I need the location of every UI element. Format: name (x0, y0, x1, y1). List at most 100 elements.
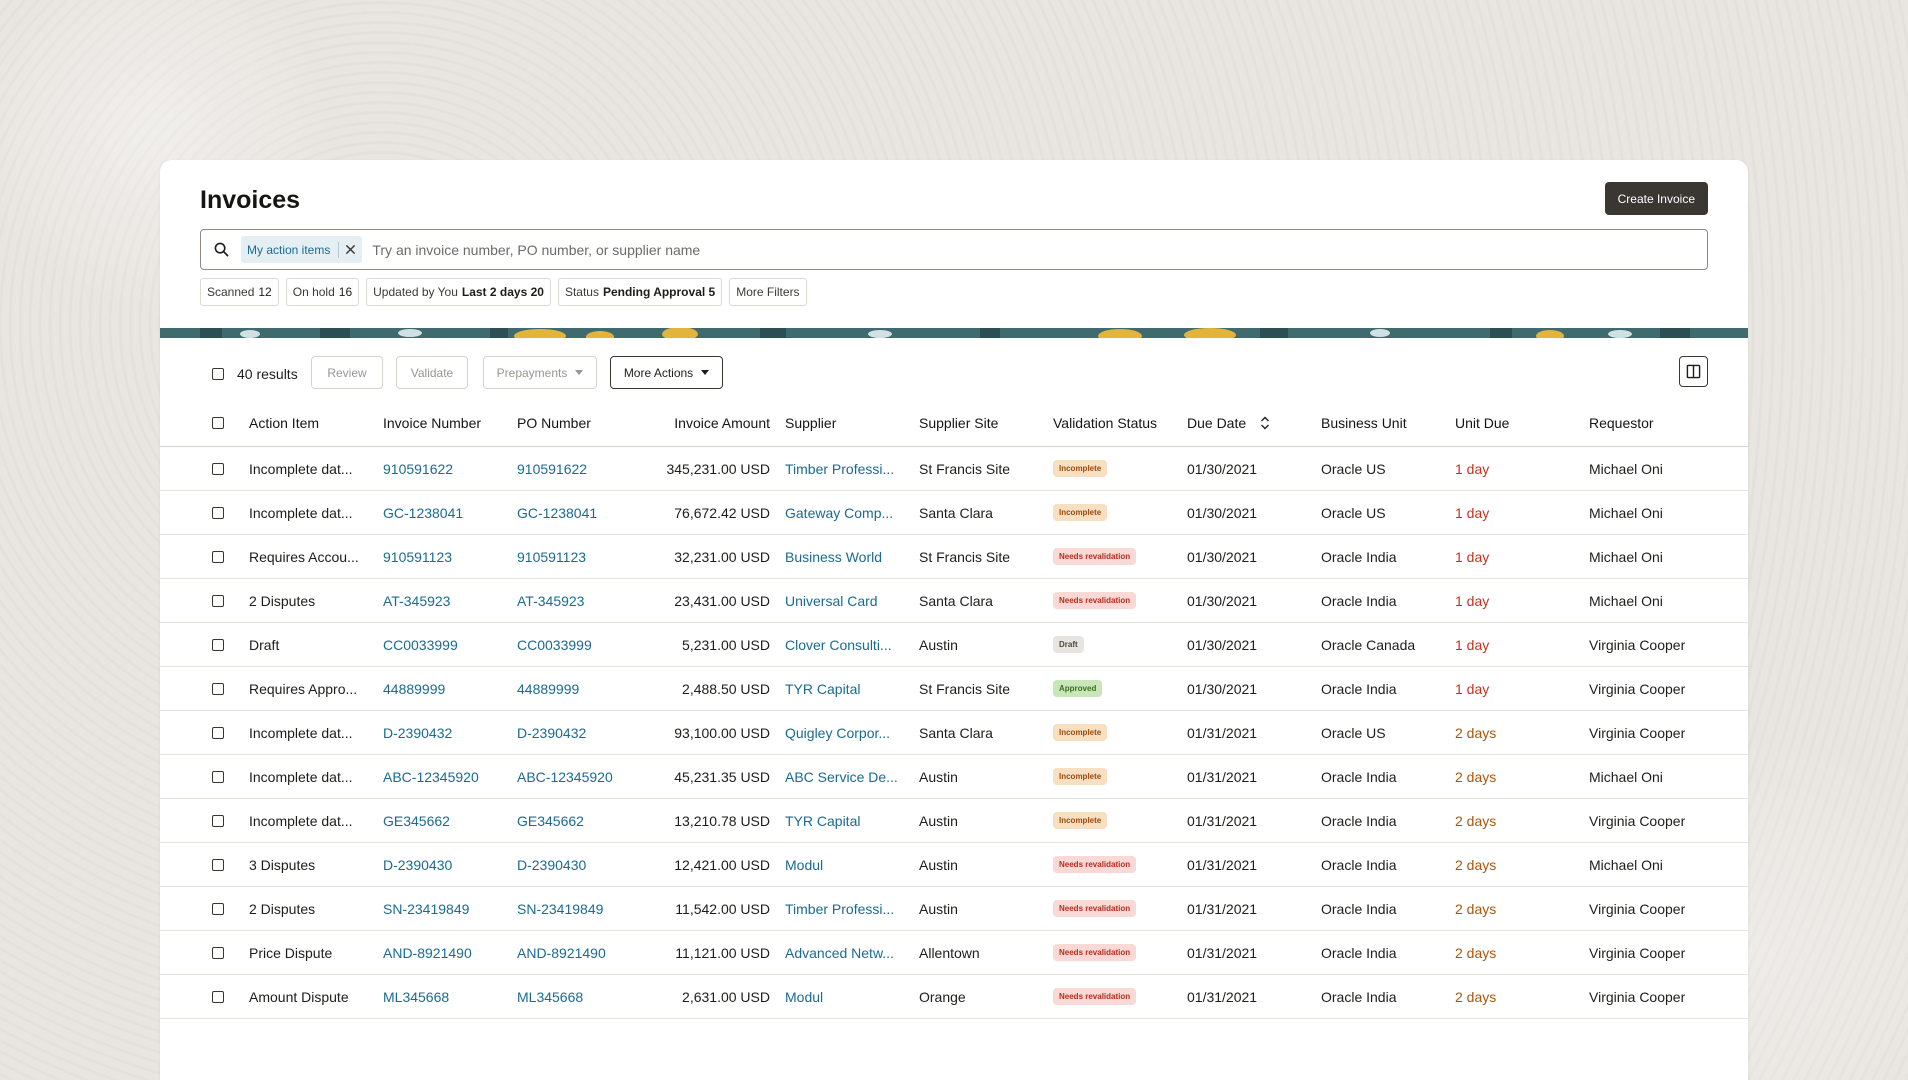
po-number-link[interactable]: 910591622 (517, 460, 588, 477)
po-number-link[interactable]: D-2390432 (517, 724, 587, 741)
invoice-number-link[interactable]: 910591123 (383, 548, 453, 565)
po-number-link[interactable]: GC-1238041 (517, 504, 598, 521)
table-row[interactable]: Price Dispute AND-8921490 AND-8921490 11… (160, 931, 1748, 975)
column-header-supplier-site[interactable]: Supplier Site (919, 415, 999, 431)
po-number-link[interactable]: D-2390430 (517, 856, 587, 873)
create-invoice-button[interactable]: Create Invoice (1604, 182, 1708, 215)
po-number-link[interactable]: 910591123 (517, 548, 587, 565)
filter-on-hold[interactable]: On hold 16 (285, 278, 360, 306)
supplier-link[interactable]: Timber Professi... (785, 460, 895, 477)
column-header-unit-due[interactable]: Unit Due (1455, 415, 1510, 431)
more-filters-button[interactable]: More Filters (729, 278, 807, 306)
po-number-link[interactable]: ML345668 (517, 988, 584, 1005)
po-number-link[interactable]: GE345662 (517, 812, 584, 829)
column-header-validation-status[interactable]: Validation Status (1053, 415, 1158, 431)
table-row[interactable]: 2 Disputes SN-23419849 SN-23419849 11,54… (160, 887, 1748, 931)
filter-status[interactable]: Status Pending Approval 5 (557, 278, 723, 306)
column-header-po-number[interactable]: PO Number (517, 415, 591, 431)
invoice-number-link[interactable]: D-2390432 (383, 724, 453, 741)
row-checkbox[interactable] (212, 638, 224, 651)
invoice-number-link[interactable]: GE345662 (383, 812, 450, 829)
filter-chip-my-action-items[interactable]: My action items (241, 236, 363, 263)
column-header-action-item[interactable]: Action Item (249, 415, 320, 431)
select-all-checkbox[interactable] (212, 368, 224, 380)
supplier-link[interactable]: ABC Service De... (785, 768, 898, 785)
invoice-number-link[interactable]: GC-1238041 (383, 504, 464, 521)
supplier-link[interactable]: Quigley Corpor... (785, 724, 891, 741)
invoice-number-link[interactable]: AT-345923 (383, 592, 451, 609)
column-header-invoice-number[interactable]: Invoice Number (383, 415, 482, 431)
supplier-link[interactable]: Modul (785, 856, 824, 873)
invoice-number-link[interactable]: ML345668 (383, 988, 450, 1005)
validate-button[interactable]: Validate (396, 356, 468, 389)
table-row[interactable]: Amount Dispute ML345668 ML345668 2,631.0… (160, 975, 1748, 1019)
supplier-site-cell: Santa Clara (919, 724, 993, 741)
row-checkbox[interactable] (212, 462, 224, 475)
table-row[interactable]: Incomplete dat... GC-1238041 GC-1238041 … (160, 491, 1748, 535)
table-row[interactable]: Incomplete dat... GE345662 GE345662 13,2… (160, 799, 1748, 843)
table-row[interactable]: Incomplete dat... 910591622 910591622 34… (160, 447, 1748, 491)
row-checkbox[interactable] (212, 858, 224, 871)
prepayments-dropdown[interactable]: Prepayments (483, 356, 597, 389)
po-number-link[interactable]: ABC-12345920 (517, 768, 613, 785)
row-checkbox[interactable] (212, 682, 224, 695)
status-badge: Draft (1053, 635, 1084, 654)
table-row[interactable]: Requires Appro... 44889999 44889999 2,48… (160, 667, 1748, 711)
row-checkbox[interactable] (212, 946, 224, 959)
column-header-requestor[interactable]: Requestor (1589, 415, 1654, 431)
column-header-supplier[interactable]: Supplier (785, 415, 837, 431)
row-checkbox[interactable] (212, 594, 224, 607)
filter-scanned[interactable]: Scanned 12 (200, 278, 279, 306)
invoice-number-link[interactable]: 910591622 (383, 460, 454, 477)
supplier-link[interactable]: Clover Consulti... (785, 636, 892, 653)
filter-updated-by-you[interactable]: Updated by You Last 2 days 20 (366, 278, 551, 306)
table-row[interactable]: Incomplete dat... D-2390432 D-2390432 93… (160, 711, 1748, 755)
invoice-number-link[interactable]: 44889999 (383, 680, 446, 697)
search-input[interactable] (372, 241, 1707, 258)
search-bar[interactable]: My action items (200, 229, 1708, 270)
row-checkbox[interactable] (212, 990, 224, 1003)
sort-icon[interactable] (1260, 416, 1270, 430)
table-row[interactable]: Draft CC0033999 CC0033999 5,231.00 USD C… (160, 623, 1748, 667)
supplier-link[interactable]: Universal Card (785, 592, 878, 609)
invoice-number-link[interactable]: ABC-12345920 (383, 768, 479, 785)
table-row[interactable]: Incomplete dat... ABC-12345920 ABC-12345… (160, 755, 1748, 799)
table-row[interactable]: 2 Disputes AT-345923 AT-345923 23,431.00… (160, 579, 1748, 623)
supplier-link[interactable]: Advanced Netw... (785, 944, 894, 961)
header-checkbox[interactable] (212, 417, 224, 429)
row-checkbox[interactable] (212, 902, 224, 915)
review-button[interactable]: Review (311, 356, 383, 389)
row-checkbox[interactable] (212, 770, 224, 783)
row-checkbox-cell (212, 623, 232, 666)
invoice-amount-cell: 11,542.00 USD (675, 900, 770, 917)
invoice-number-link[interactable]: D-2390430 (383, 856, 453, 873)
table-row[interactable]: 3 Disputes D-2390430 D-2390430 12,421.00… (160, 843, 1748, 887)
column-header-due-date[interactable]: Due Date (1187, 400, 1317, 446)
close-icon[interactable] (345, 244, 356, 255)
row-checkbox[interactable] (212, 726, 224, 739)
supplier-link[interactable]: Timber Professi... (785, 900, 895, 917)
invoice-number-link[interactable]: CC0033999 (383, 636, 458, 653)
business-unit-cell: Oracle India (1321, 548, 1397, 565)
po-number-link[interactable]: SN-23419849 (517, 900, 604, 917)
supplier-link[interactable]: TYR Capital (785, 812, 861, 829)
invoice-number-link[interactable]: SN-23419849 (383, 900, 470, 917)
column-header-business-unit[interactable]: Business Unit (1321, 415, 1407, 431)
invoice-number-link[interactable]: AND-8921490 (383, 944, 472, 961)
po-number-link[interactable]: CC0033999 (517, 636, 592, 653)
more-actions-dropdown[interactable]: More Actions (610, 356, 723, 389)
requestor-cell: Michael Oni (1589, 504, 1663, 521)
row-checkbox[interactable] (212, 506, 224, 519)
column-header-invoice-amount[interactable]: Invoice Amount (674, 415, 770, 431)
table-row[interactable]: Requires Accou... 910591123 910591123 32… (160, 535, 1748, 579)
po-number-link[interactable]: AT-345923 (517, 592, 585, 609)
column-layout-button[interactable] (1679, 356, 1708, 387)
supplier-link[interactable]: Gateway Comp... (785, 504, 894, 521)
row-checkbox[interactable] (212, 814, 224, 827)
po-number-link[interactable]: AND-8921490 (517, 944, 606, 961)
supplier-link[interactable]: Business World (785, 548, 883, 565)
po-number-link[interactable]: 44889999 (517, 680, 580, 697)
row-checkbox[interactable] (212, 550, 224, 563)
supplier-link[interactable]: TYR Capital (785, 680, 861, 697)
supplier-link[interactable]: Modul (785, 988, 824, 1005)
